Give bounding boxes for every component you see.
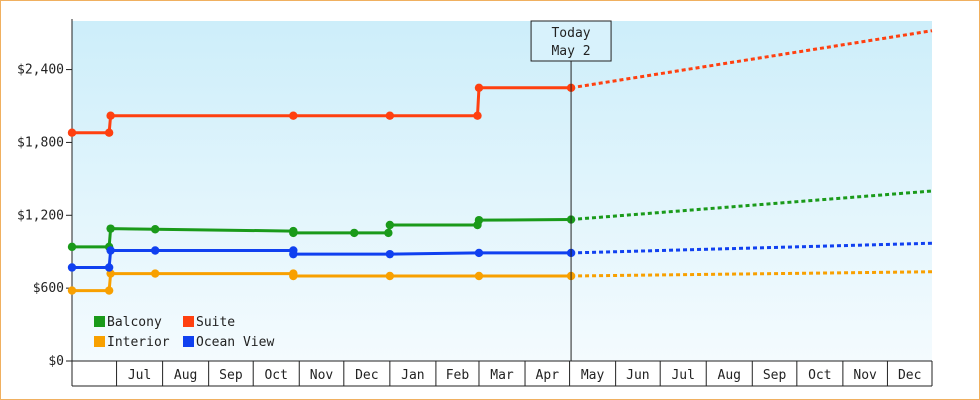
legend-item-interior: Interior [94,335,170,350]
x-tick-label: Mar [490,368,514,383]
projection-line-suite [570,29,933,90]
data-point-ocean-view [474,248,484,258]
data-point-balcony [150,225,160,234]
data-point-balcony [385,220,395,230]
x-tick-label: Jul [671,368,694,383]
data-point-ocean-view [104,263,114,272]
data-point-ocean-view [67,263,77,272]
data-point-suite [104,128,114,137]
data-point-balcony [289,228,298,238]
series-suite [67,29,933,137]
projection-line-balcony [570,189,933,222]
today-label: Today [551,26,590,41]
data-point-interior [474,271,484,281]
data-point-ocean-view [289,249,298,259]
x-tick-label: Apr [536,368,560,383]
data-point-suite [67,128,77,137]
y-tick-label: $600 [33,281,64,296]
data-point-ocean-view [385,249,395,259]
data-point-suite [106,111,115,120]
y-tick-label: $0 [48,354,64,369]
legend-item-suite: Suite [183,315,235,330]
data-point-suite [473,111,482,120]
data-point-suite [385,111,395,120]
data-point-balcony [384,228,393,238]
data-point-suite [474,83,484,92]
data-point-balcony [474,215,484,225]
x-tick-label: Feb [446,368,470,383]
x-tick-label: Nov [853,368,877,383]
y-tick-label: $1,200 [17,208,64,223]
legend-label: Interior [107,335,170,350]
legend-item-balcony: Balcony [94,315,162,330]
today-box [530,20,612,62]
x-tick-label: Jun [626,368,649,383]
legend-label: Suite [196,315,235,330]
legend-swatch [94,316,105,327]
data-point-interior [385,271,395,281]
legend-item-ocean-view: Ocean View [183,335,274,350]
x-tick-label: Oct [808,368,831,383]
x-tick-label: Dec [898,368,921,383]
data-point-interior [104,286,114,295]
data-point-interior [289,271,298,281]
today-date: May 2 [551,44,590,59]
x-tick-label: May [581,368,605,383]
data-point-suite [289,111,298,120]
data-point-ocean-view [150,246,160,255]
x-tick-label: Jul [128,368,151,383]
x-tick-label: Dec [355,368,378,383]
y-tick-label: $2,400 [17,63,64,78]
data-point-ocean-view [106,246,115,255]
x-tick-label: Oct [264,368,287,383]
legend-label: Balcony [107,315,162,330]
x-tick-label: Nov [310,368,334,383]
data-point-balcony [350,228,359,238]
legend-swatch [183,336,194,347]
series-ocean-view [67,241,933,272]
plot-background [72,21,932,361]
legend-label: Ocean View [196,335,274,350]
x-tick-label: Jan [401,368,424,383]
data-point-interior [150,269,160,278]
legend-swatch [94,336,105,347]
x-tick-label: Aug [718,368,741,383]
data-point-interior [67,286,77,295]
x-tick-label: Sep [763,368,787,383]
legend-swatch [183,316,194,327]
x-tick-label: Sep [219,368,243,383]
data-point-balcony [67,242,77,252]
x-tick-label: Aug [174,368,197,383]
y-tick-label: $1,800 [17,135,64,150]
data-point-balcony [106,224,115,233]
